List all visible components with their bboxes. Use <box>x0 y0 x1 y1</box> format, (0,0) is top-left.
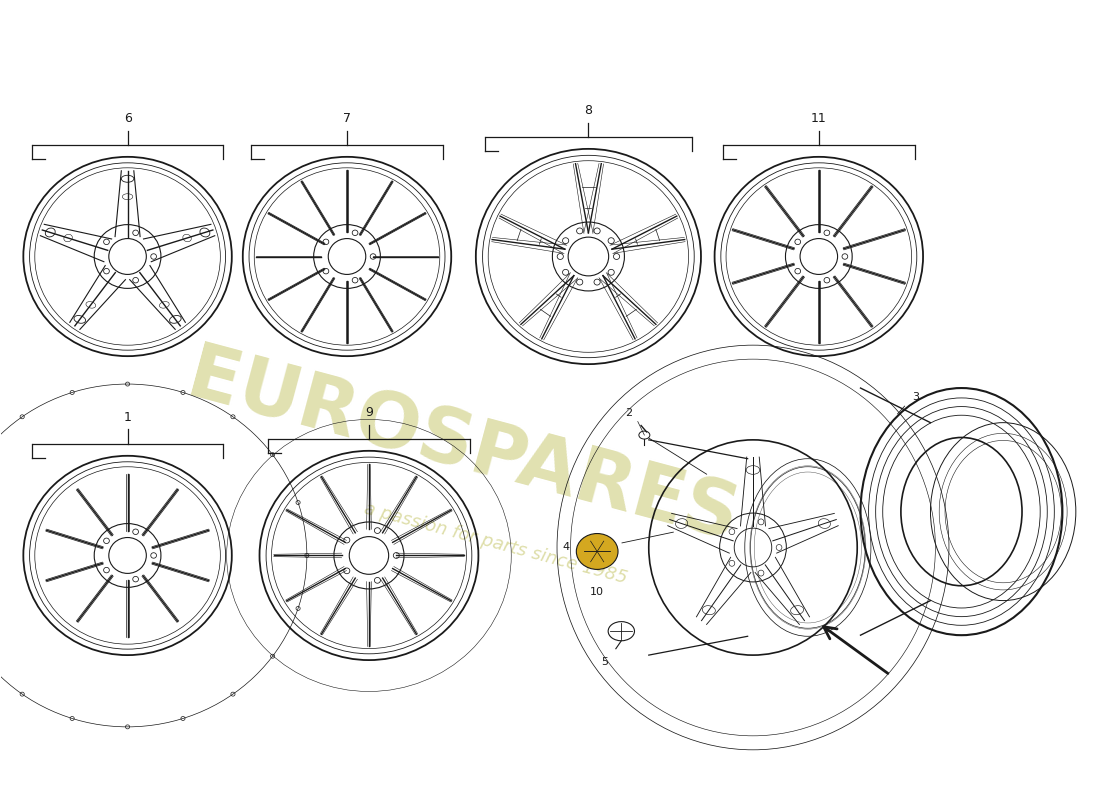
Text: 8: 8 <box>584 104 593 117</box>
Text: EUROSPARES: EUROSPARES <box>178 338 746 557</box>
Text: 1: 1 <box>123 411 132 424</box>
Text: 6: 6 <box>123 112 132 125</box>
Ellipse shape <box>576 534 618 570</box>
Text: 3: 3 <box>912 391 920 402</box>
Text: 4: 4 <box>562 542 570 553</box>
Text: 10: 10 <box>591 587 604 598</box>
Text: 11: 11 <box>811 112 827 125</box>
Text: 2: 2 <box>625 407 632 418</box>
Text: a passion for parts since 1985: a passion for parts since 1985 <box>362 500 629 587</box>
Text: 9: 9 <box>365 406 373 419</box>
Text: 5: 5 <box>602 657 608 666</box>
Text: 7: 7 <box>343 112 351 125</box>
